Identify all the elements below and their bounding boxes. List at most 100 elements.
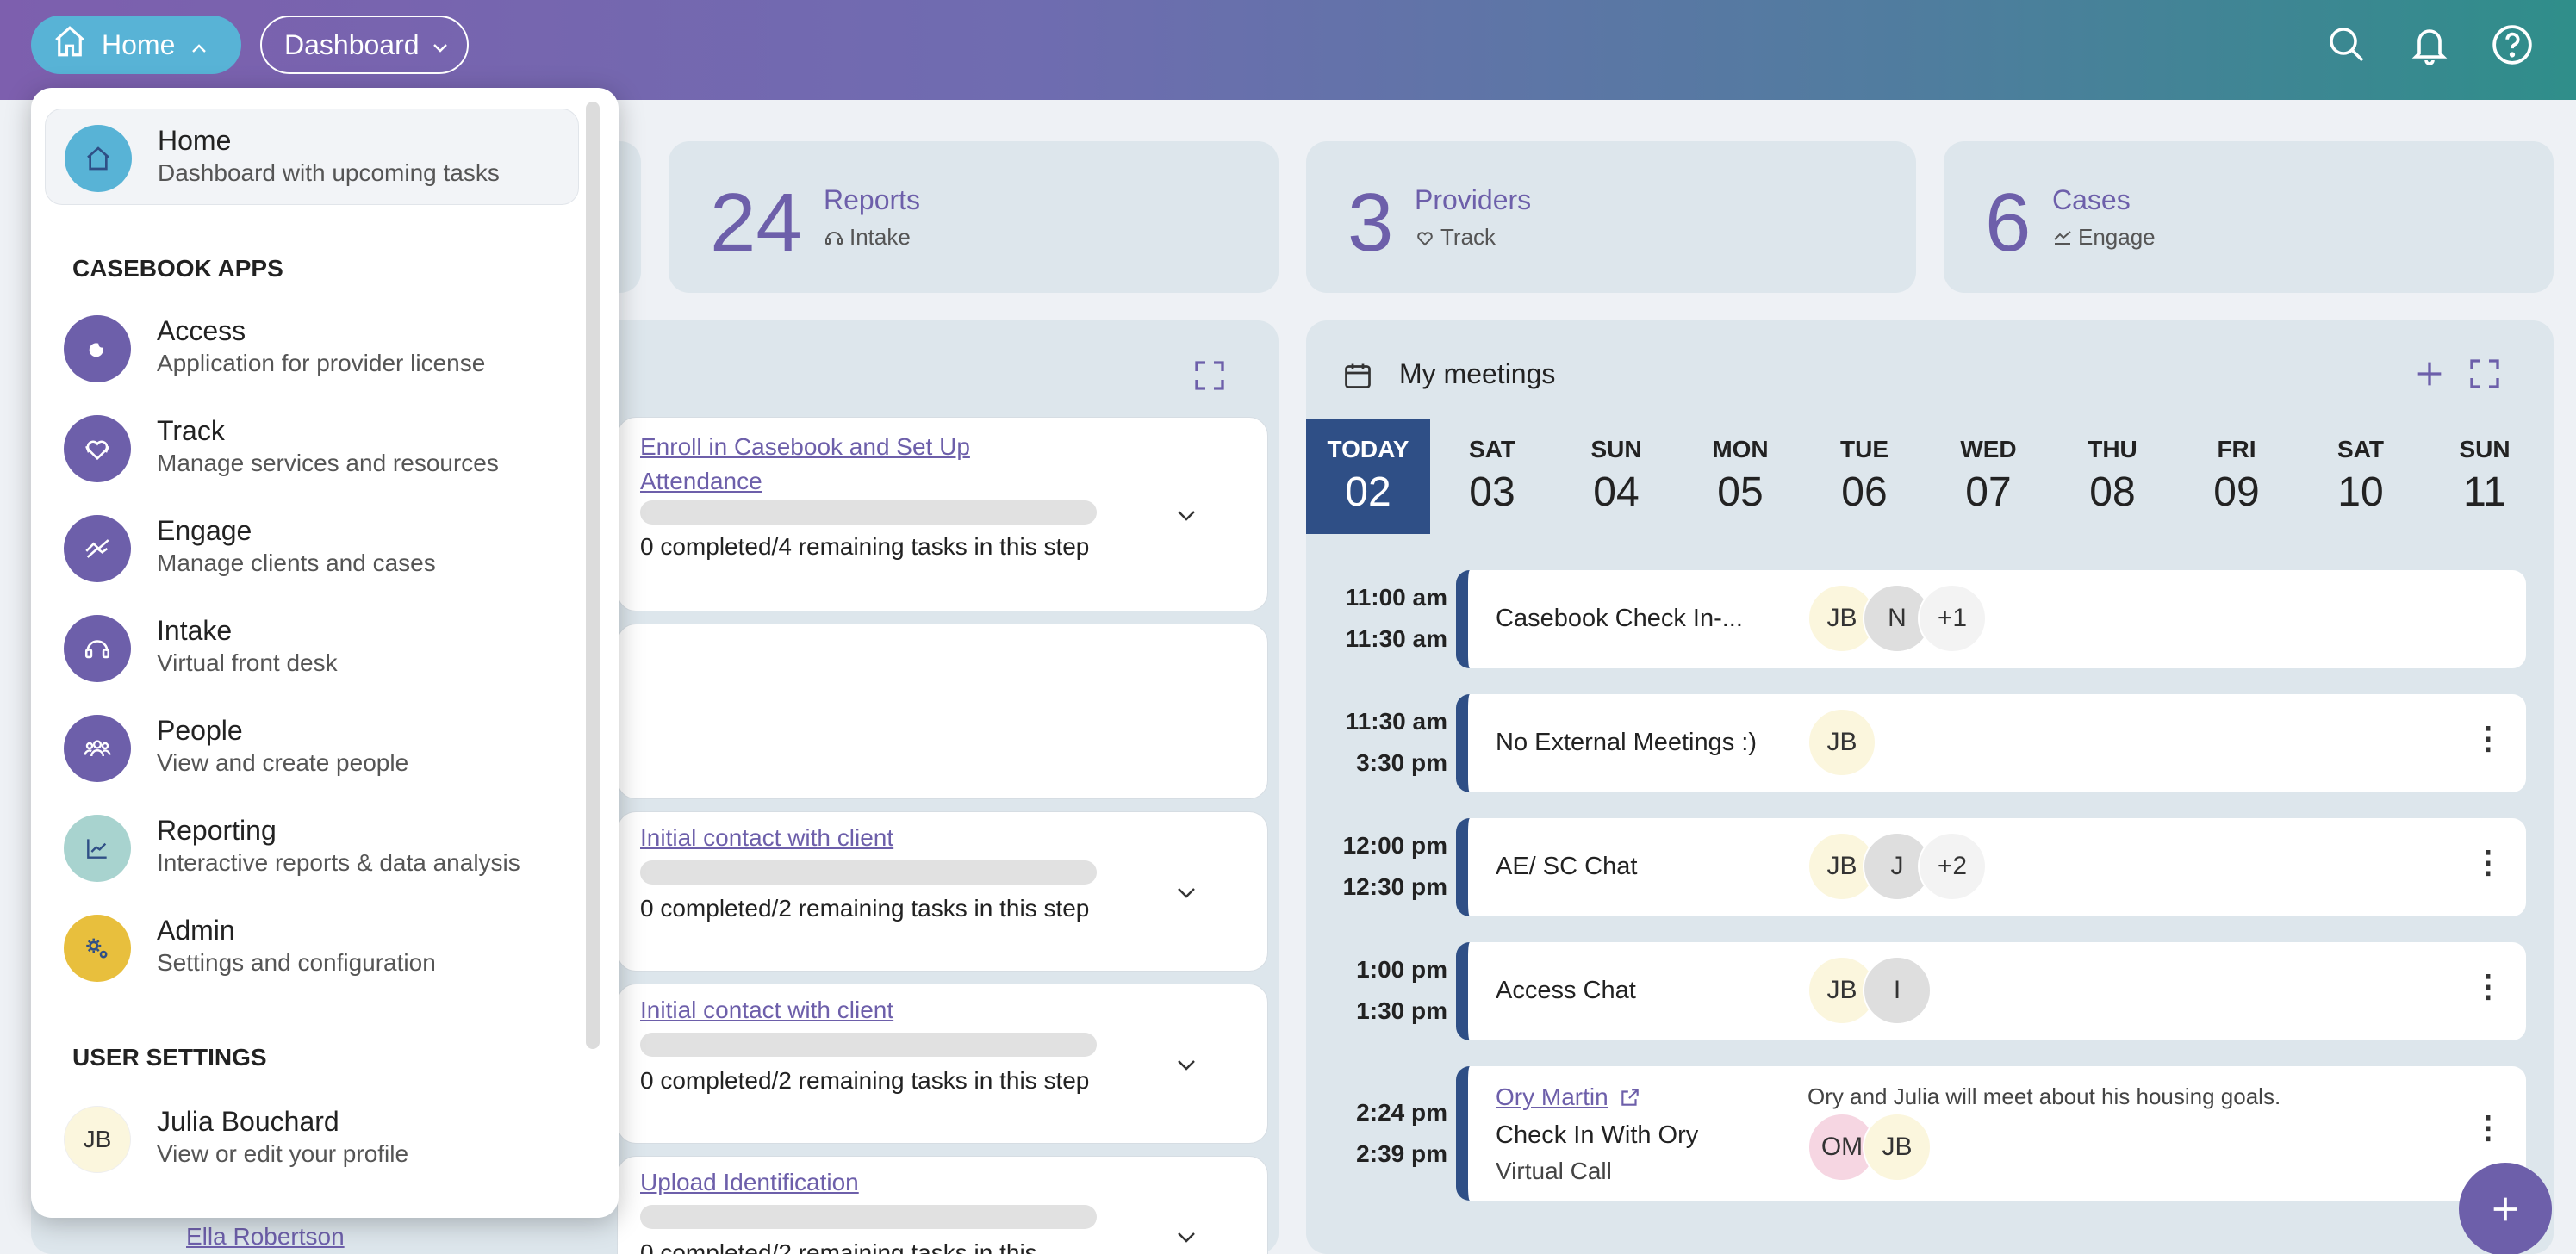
meeting-title: Access Chat <box>1496 977 1636 1004</box>
stat-sub: Engage <box>2052 224 2156 251</box>
avatar: I <box>1863 956 1932 1025</box>
meeting-card[interactable]: AE/ SC Chat JB J +2 ⋮ <box>1456 818 2526 916</box>
more-options-icon[interactable]: ⋮ <box>2473 844 2504 879</box>
more-options-icon[interactable]: ⋮ <box>2473 968 2504 1003</box>
client-link[interactable]: Ella Robertson <box>186 1223 345 1250</box>
stat-value: 6 <box>1985 177 2032 269</box>
task-card[interactable]: Upload Identification 0 completed/2 rema… <box>617 1156 1268 1254</box>
task-link[interactable]: Enroll in Casebook and Set Up Attendance <box>640 433 970 494</box>
home-menu-button[interactable]: Home <box>31 16 241 74</box>
person-link[interactable]: Ory Martin <box>1496 1083 1641 1111</box>
menu-item-desc: Settings and configuration <box>157 949 436 976</box>
meeting-card[interactable]: Casebook Check In-... JB N +1 <box>1456 570 2526 668</box>
meeting-time: 12:00 pm 12:30 pm <box>1342 832 1447 900</box>
task-link[interactable]: Initial contact with client <box>640 824 894 851</box>
expand-icon[interactable] <box>1192 358 1227 397</box>
task-status: 0 completed/4 remaining tasks in this st… <box>640 533 1090 560</box>
menu-item-engage[interactable]: Engage Manage clients and cases <box>45 500 579 596</box>
task-card[interactable]: Enroll in Casebook and Set Up Attendance… <box>617 417 1268 611</box>
day-item[interactable]: SAT 10 <box>2337 436 2384 515</box>
home-menu-label: Home <box>102 28 176 60</box>
meeting-card[interactable]: Access Chat JB I ⋮ <box>1456 942 2526 1040</box>
task-card[interactable]: Initial contact with client 0 completed/… <box>617 811 1268 972</box>
day-item[interactable]: WED 07 <box>1960 436 2017 515</box>
meeting-note: Ory and Julia will meet about his housin… <box>1808 1083 2281 1109</box>
menu-item-profile[interactable]: JB Julia Bouchard View or edit your prof… <box>45 1090 579 1187</box>
menu-item-track[interactable]: Track Manage services and resources <box>45 400 579 496</box>
menu-scrollbar[interactable] <box>586 102 600 1049</box>
home-icon <box>52 23 88 66</box>
menu-item-home[interactable]: Home Dashboard with upcoming tasks <box>45 109 579 205</box>
menu-item-desc: Manage clients and cases <box>157 549 436 576</box>
add-meeting-icon[interactable] <box>2412 357 2447 395</box>
dashboard-select-button[interactable]: Dashboard <box>260 16 469 74</box>
top-header: Home Dashboard <box>0 0 2576 100</box>
attendee-avatars: JB <box>1808 708 1876 777</box>
stat-value: 24 <box>710 177 802 269</box>
day-item[interactable]: THU 08 <box>2088 436 2137 515</box>
attendee-avatars: OM JB <box>1808 1113 1932 1182</box>
stat-card-cases[interactable]: 6 Cases Engage <box>1944 141 2554 293</box>
meeting-subtitle: Virtual Call <box>1496 1158 1612 1184</box>
attendee-avatars: JB N +1 <box>1808 584 1987 653</box>
avatar-more: +1 <box>1918 584 1987 653</box>
stat-card-reports[interactable]: 24 Reports Intake <box>669 141 1279 293</box>
meeting-card[interactable]: No External Meetings :) JB ⋮ <box>1456 694 2526 792</box>
menu-item-desc: View and create people <box>157 749 409 776</box>
attendee-avatars: JB J +2 <box>1808 832 1987 901</box>
menu-item-desc: Application for provider license <box>157 350 486 376</box>
search-icon[interactable] <box>2323 21 2371 69</box>
meeting-time: 11:30 am 3:30 pm <box>1345 708 1447 776</box>
menu-item-reporting[interactable]: Reporting Interactive reports & data ana… <box>45 799 579 896</box>
menu-item-access[interactable]: Access Application for provider license <box>45 300 579 396</box>
day-item[interactable]: FRI 09 <box>2213 436 2260 515</box>
task-progress-bar <box>640 1205 1097 1229</box>
meeting-title: Check In With Ory <box>1496 1121 1699 1149</box>
meetings-title: My meetings <box>1399 358 1556 389</box>
bell-icon[interactable] <box>2405 21 2454 69</box>
expand-icon[interactable] <box>2467 357 2502 395</box>
menu-item-title: Access <box>157 315 246 346</box>
day-item[interactable]: MON 05 <box>1712 436 1769 515</box>
menu-item-people[interactable]: People View and create people <box>45 699 579 796</box>
day-item[interactable]: SUN 11 <box>2459 436 2511 515</box>
task-progress-bar <box>640 500 1097 525</box>
menu-item-desc: Dashboard with upcoming tasks <box>158 159 500 186</box>
avatar-more: +2 <box>1918 832 1987 901</box>
chevron-down-icon[interactable] <box>1169 1048 1204 1083</box>
day-item[interactable]: SUN 04 <box>1590 436 1642 515</box>
task-status: 0 completed/2 remaining tasks in this <box>640 1239 1037 1254</box>
plus-icon <box>2493 1197 2517 1221</box>
access-icon <box>64 315 131 382</box>
chevron-down-icon[interactable] <box>1169 876 1204 910</box>
chevron-down-icon[interactable] <box>1169 1220 1204 1254</box>
menu-item-title: Admin <box>157 915 235 946</box>
intake-icon <box>825 231 843 245</box>
meeting-card[interactable]: Ory Martin Check In With Ory Virtual Cal… <box>1456 1066 2526 1201</box>
section-heading-apps: CASEBOOK APPS <box>72 255 283 282</box>
menu-item-title: People <box>157 715 243 746</box>
task-progress-bar <box>640 1033 1097 1057</box>
more-options-icon[interactable]: ⋮ <box>2473 720 2504 755</box>
task-card[interactable] <box>617 624 1268 799</box>
stat-label: Reports <box>824 184 921 215</box>
help-icon[interactable] <box>2488 21 2536 69</box>
meeting-title: AE/ SC Chat <box>1496 853 1638 880</box>
stat-sub: Intake <box>824 224 911 251</box>
menu-item-admin[interactable]: Admin Settings and configuration <box>45 899 579 996</box>
day-today[interactable]: TODAY 02 <box>1306 419 1430 534</box>
more-options-icon[interactable]: ⋮ <box>2473 1109 2504 1145</box>
day-item[interactable]: SAT 03 <box>1469 436 1515 515</box>
avatar: JB <box>1863 1113 1932 1182</box>
stat-card-providers[interactable]: 3 Providers Track <box>1306 141 1916 293</box>
menu-item-intake[interactable]: Intake Virtual front desk <box>45 599 579 696</box>
menu-item-title: Home <box>158 125 232 156</box>
task-link[interactable]: Upload Identification <box>640 1169 859 1195</box>
chevron-up-icon <box>190 29 208 61</box>
task-link[interactable]: Initial contact with client <box>640 996 894 1023</box>
day-item[interactable]: TUE 06 <box>1840 436 1888 515</box>
task-card[interactable]: Initial contact with client 0 completed/… <box>617 984 1268 1144</box>
chevron-down-icon <box>432 29 449 61</box>
chevron-down-icon[interactable] <box>1169 499 1204 533</box>
add-fab-button[interactable] <box>2459 1163 2552 1254</box>
